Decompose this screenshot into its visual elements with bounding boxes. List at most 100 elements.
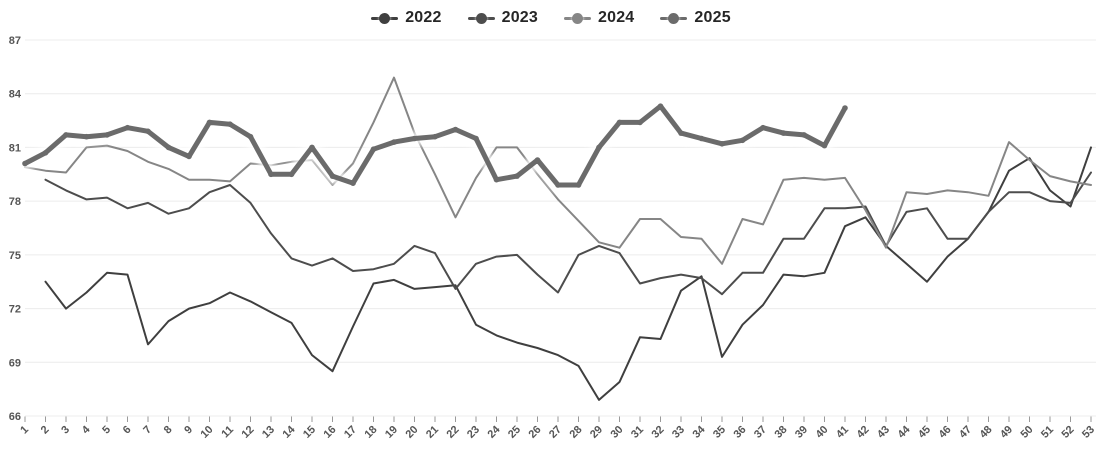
legend-marker-2022-icon	[371, 12, 399, 25]
x-axis-label-41: 41	[834, 424, 851, 441]
x-axis-label-48: 48	[977, 424, 994, 441]
x-axis-label-5: 5	[100, 424, 113, 437]
series-point-2025	[801, 132, 807, 138]
y-axis-label-72: 72	[9, 304, 21, 316]
x-axis-label-23: 23	[465, 424, 482, 441]
series-point-2025	[821, 142, 828, 149]
legend-label-2022: 2022	[405, 9, 442, 26]
series-line-2023	[44, 171, 1092, 296]
x-axis-label-21: 21	[424, 424, 441, 441]
series-point-2025	[124, 124, 131, 131]
series-point-2025	[657, 103, 664, 109]
series-point-2025	[452, 126, 459, 133]
series-point-2025	[719, 141, 725, 147]
x-axis-label-53: 53	[1080, 424, 1097, 441]
series-point-2025	[780, 130, 787, 136]
series-point-2025	[165, 144, 172, 151]
series-line-2024	[24, 76, 1092, 265]
x-axis-label-13: 13	[260, 424, 277, 441]
chart-legend: 2022 2023 2024 2025	[0, 4, 1102, 32]
x-axis-label-27: 27	[547, 424, 564, 441]
x-axis-label-1: 1	[18, 424, 31, 437]
x-axis-label-50: 50	[1018, 424, 1035, 441]
y-axis-label-66: 66	[9, 411, 21, 423]
legend-item-2024[interactable]: 2024	[564, 9, 634, 27]
x-axis-label-30: 30	[608, 424, 625, 441]
x-axis-label-4: 4	[80, 423, 93, 436]
x-axis-label-39: 39	[793, 424, 810, 441]
x-axis-label-43: 43	[875, 424, 892, 441]
x-axis-label-15: 15	[301, 424, 318, 441]
x-axis-label-14: 14	[280, 423, 298, 441]
series-point-2025	[534, 157, 541, 163]
series-point-2025	[309, 144, 315, 151]
legend-item-2022[interactable]: 2022	[371, 9, 441, 27]
series-point-2025	[391, 139, 397, 145]
x-axis-label-6: 6	[121, 424, 134, 437]
x-axis-label-52: 52	[1059, 424, 1076, 441]
series-point-2025	[555, 182, 561, 188]
x-axis-label-24: 24	[485, 423, 503, 441]
series-point-2025	[575, 182, 582, 188]
series-point-2025	[842, 105, 848, 111]
y-axis-label-84: 84	[9, 89, 22, 101]
x-axis-label-18: 18	[362, 424, 379, 441]
x-axis-label-8: 8	[162, 424, 175, 437]
x-axis-label-33: 33	[670, 424, 687, 441]
x-axis-label-35: 35	[711, 424, 728, 441]
x-axis-label-3: 3	[59, 424, 72, 437]
legend-label-2024: 2024	[598, 9, 635, 26]
x-axis-label-40: 40	[813, 424, 830, 441]
x-axis-label-19: 19	[383, 424, 400, 441]
series-point-2025	[104, 132, 110, 138]
series-lines	[18, 76, 1092, 401]
y-axis-label-81: 81	[9, 142, 21, 154]
legend-item-2023[interactable]: 2023	[467, 9, 538, 27]
series-point-2025	[473, 135, 479, 142]
legend-label-2023: 2023	[501, 9, 538, 26]
gridlines	[25, 39, 1096, 417]
x-axis-label-46: 46	[936, 424, 953, 441]
x-axis-label-32: 32	[649, 424, 666, 441]
series-point-2025	[186, 153, 192, 160]
legend-marker-2024-icon	[564, 12, 591, 25]
series-point-2025	[42, 150, 49, 156]
x-axis-label-34: 34	[690, 423, 708, 441]
series-point-2025	[678, 130, 684, 136]
x-axis-label-2: 2	[39, 424, 52, 437]
x-axis-label-47: 47	[957, 424, 974, 441]
x-axis-label-11: 11	[219, 424, 236, 441]
series-point-2025	[268, 171, 274, 178]
series-point-2025	[432, 133, 438, 140]
x-axis-label-16: 16	[321, 424, 338, 441]
x-axis-label-17: 17	[342, 424, 359, 441]
x-axis-label-7: 7	[141, 424, 154, 437]
x-axis-label-9: 9	[182, 424, 195, 437]
y-axis-label-87: 87	[9, 35, 21, 47]
x-axis-label-31: 31	[629, 424, 646, 441]
y-axis-label-75: 75	[9, 250, 21, 262]
x-axis-label-12: 12	[239, 424, 256, 441]
series-point-2025	[637, 119, 643, 126]
x-axis-label-38: 38	[772, 424, 789, 441]
legend-item-2025[interactable]: 2025	[660, 9, 731, 27]
x-axis-label-28: 28	[567, 424, 584, 441]
series-point-2025	[596, 144, 602, 151]
x-axis-label-10: 10	[198, 424, 215, 441]
series-point-2025	[329, 173, 336, 179]
series-point-2025	[83, 133, 90, 140]
y-axis-label-69: 69	[9, 357, 21, 369]
series-point-2025	[247, 133, 254, 140]
x-axis-label-44: 44	[895, 423, 913, 441]
x-axis-label-36: 36	[731, 424, 748, 441]
x-axis-label-45: 45	[916, 424, 933, 441]
series-point-2025	[145, 128, 151, 135]
series-point-2025	[22, 160, 28, 167]
legend-label-2025: 2025	[694, 9, 731, 26]
legend-marker-2025-icon	[660, 12, 688, 25]
series-point-2025	[288, 171, 295, 178]
x-axis-label-20: 20	[403, 424, 420, 441]
series-point-2025	[760, 124, 766, 131]
